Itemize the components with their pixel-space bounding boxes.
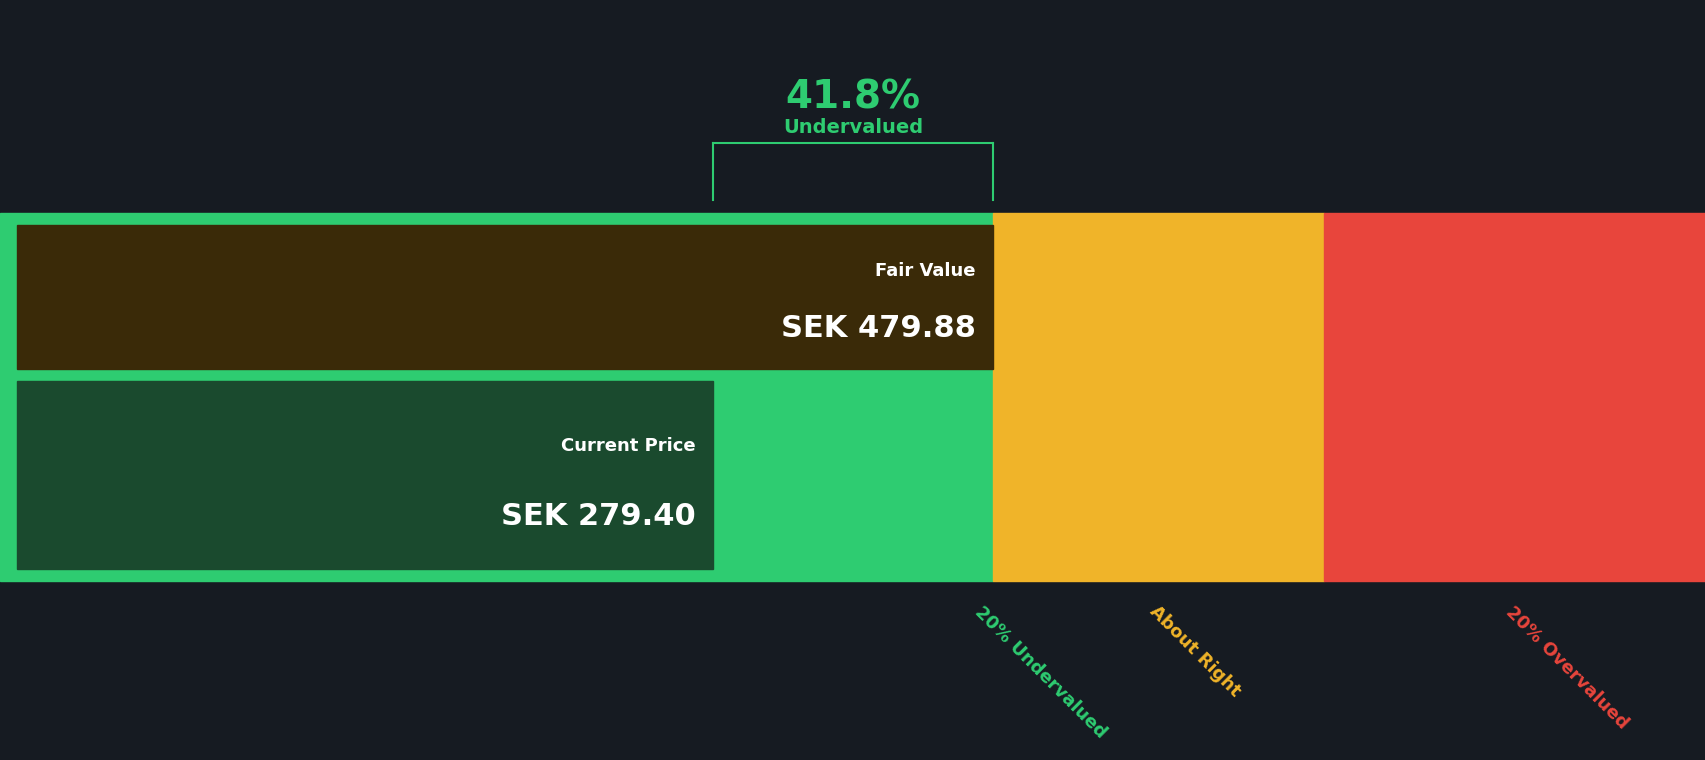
Text: 20% Undervalued: 20% Undervalued [972,603,1110,742]
Text: About Right: About Right [1146,603,1243,701]
Text: 20% Overvalued: 20% Overvalued [1502,603,1630,732]
Bar [1323,213,1705,581]
Text: SEK 479.88: SEK 479.88 [781,315,975,344]
Bar [17,381,713,568]
Text: Current Price: Current Price [561,437,696,455]
Text: Fair Value: Fair Value [875,262,975,280]
Text: 41.8%: 41.8% [784,78,921,116]
Text: Undervalued: Undervalued [783,118,922,137]
Bar [17,226,992,369]
Bar [0,213,992,581]
Bar [992,213,1323,581]
Text: SEK 279.40: SEK 279.40 [501,502,696,530]
